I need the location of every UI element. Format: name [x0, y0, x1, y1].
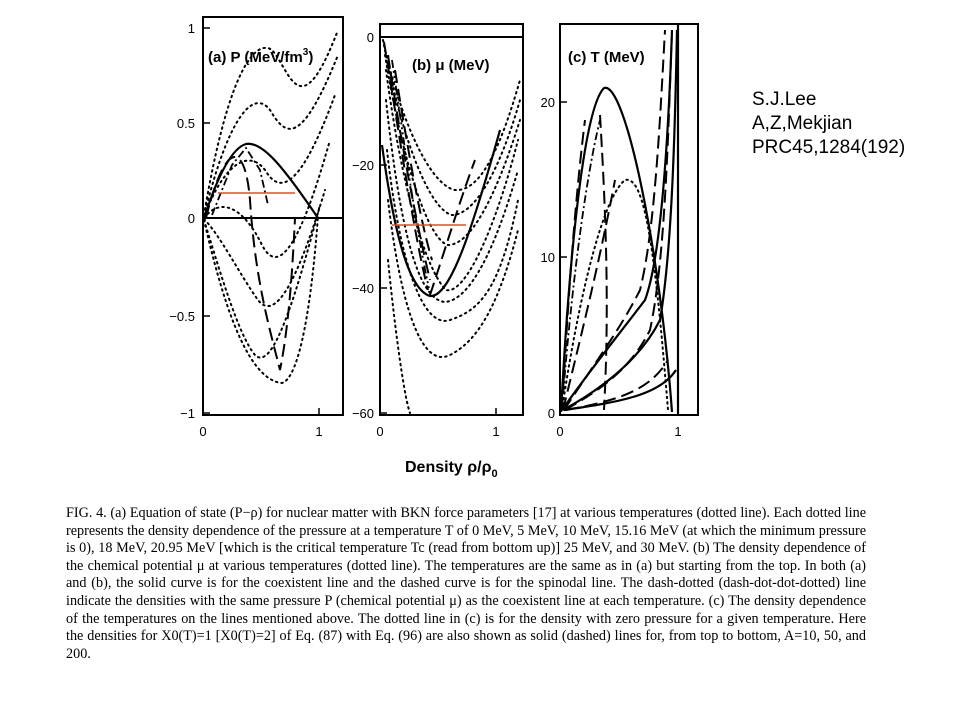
- panel-b-spinodal-curves: [383, 41, 476, 296]
- figure-panels: (a) P (MeV/fm3) 1 0.5 0 −0.5 −1 0 1: [169, 16, 699, 480]
- panel-b: (b) μ (MeV) 0 −20 −40 −60 0 1: [352, 23, 524, 439]
- panel-c-dashed-curves: [561, 29, 673, 411]
- panel-b-frame: [379, 23, 524, 416]
- panel-a-isotherms: [203, 29, 339, 385]
- panel-a-ytick-1: 1: [188, 21, 195, 36]
- panel-c-zero-pressure-curve: [561, 178, 669, 411]
- panel-c-ytick-20: 20: [541, 95, 555, 110]
- panel-a-dashdot-curve: [211, 146, 269, 216]
- panel-c-solid-curves: [559, 24, 680, 415]
- panel-c-ytick-10: 10: [541, 250, 555, 265]
- panel-a-frame: [202, 16, 344, 416]
- panel-b-xtick-1: 1: [492, 424, 499, 439]
- reference-authors-line1: S.J.Lee: [752, 89, 817, 110]
- panel-a-ytick-0: 0: [188, 211, 195, 226]
- panel-a-xtick-0: 0: [199, 424, 206, 439]
- panel-a-ytick-0-5: 0.5: [177, 116, 195, 131]
- reference-authors-line2: A,Z,Mekjian: [752, 113, 853, 134]
- x-axis-label: Density ρ/ρ0: [405, 459, 498, 480]
- panel-c-frame: [559, 23, 699, 416]
- panel-c-title: (c) T (MeV): [568, 49, 645, 66]
- panel-a-xtick-1: 1: [315, 424, 322, 439]
- reference-citation: PRC45,1284(192): [752, 137, 906, 158]
- panel-a: (a) P (MeV/fm3) 1 0.5 0 −0.5 −1 0 1: [169, 16, 344, 439]
- panel-c-dashdot-curve: [561, 119, 601, 411]
- panel-c-xtick-1: 1: [674, 424, 681, 439]
- panel-a-ytick-neg-1: −1: [180, 406, 195, 421]
- figure-caption: FIG. 4. (a) Equation of state (P−ρ) for …: [66, 505, 866, 662]
- panel-b-dashdot-curve: [391, 59, 431, 294]
- panel-a-title: (a) P (MeV/fm3): [208, 47, 313, 66]
- panel-c-xtick-0: 0: [556, 424, 563, 439]
- panel-b-ytick-neg-40: −40: [352, 281, 374, 296]
- panel-b-title: (b) μ (MeV): [412, 57, 490, 74]
- reference-block: S.J.Lee A,Z,Mekjian PRC45,1284(192): [752, 88, 905, 160]
- panel-b-ytick-neg-60: −60: [352, 406, 374, 421]
- panel-a-coexistence-curve: [202, 142, 319, 219]
- panel-b-xtick-0: 0: [376, 424, 383, 439]
- panel-a-spinodal-curve: [205, 156, 296, 371]
- panel-b-isotherms: [382, 39, 521, 414]
- panel-c: (c) T (MeV) 20 10 0 0 1: [541, 23, 699, 439]
- panel-b-ytick-neg-20: −20: [352, 158, 374, 173]
- panel-c-ytick-0: 0: [548, 406, 555, 421]
- panel-b-ytick-0: 0: [367, 30, 374, 45]
- panel-a-ytick-neg-0-5: −0.5: [169, 309, 195, 324]
- panel-b-coexistence-curve: [380, 129, 502, 298]
